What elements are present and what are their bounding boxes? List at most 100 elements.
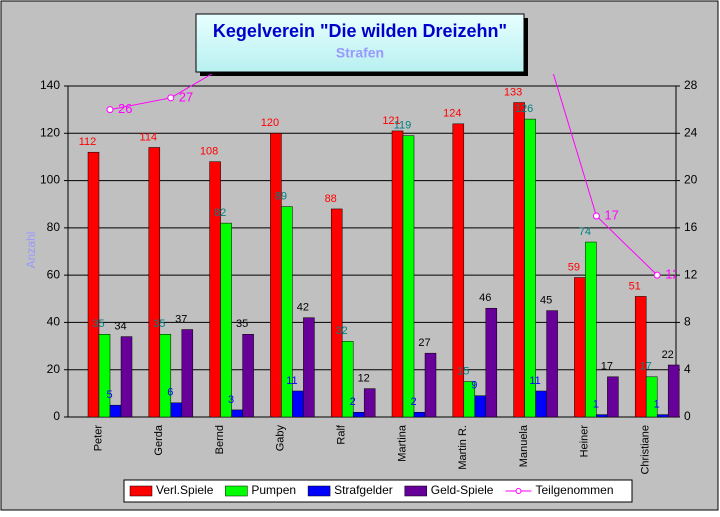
data-label: 59 (568, 261, 580, 273)
data-label: 1 (593, 399, 599, 411)
x-tick-label: Peter (92, 425, 104, 452)
bar (231, 409, 243, 418)
bar (292, 390, 304, 418)
bar (513, 102, 525, 418)
legend (123, 479, 633, 503)
x-tick-label: Martin R. (457, 425, 469, 470)
data-label: 2 (410, 396, 416, 408)
y-tick-label: 40 (47, 315, 61, 329)
data-label: 5 (106, 389, 112, 401)
chart-subtitle: Strafen (336, 45, 384, 61)
legend-label: Teilgenommen (535, 483, 613, 497)
data-label: 17 (640, 361, 652, 373)
line (109, 74, 658, 276)
y2-tick-label: 4 (684, 362, 691, 376)
data-label: 34 (114, 321, 126, 333)
legend-label: Strafgelder (334, 483, 393, 497)
legend-symbol (225, 485, 248, 497)
legend-label: Pumpen (251, 483, 296, 497)
bar (634, 296, 647, 418)
bar (87, 151, 100, 418)
bar (181, 329, 194, 418)
y-tick-label: 80 (47, 220, 61, 234)
legend-label: Verl.Spiele (156, 483, 214, 497)
line-layer: 26273032303233341712 (106, 74, 679, 282)
bar (391, 130, 404, 418)
y2-tick-label: 24 (684, 125, 698, 139)
x-tick-label: Gaby (275, 425, 287, 452)
data-label: 120 (261, 117, 279, 129)
bar (352, 412, 365, 418)
bar (452, 123, 465, 418)
y-tick-label: 20 (47, 362, 61, 376)
data-label: 74 (579, 226, 591, 238)
y2-tick-label: 8 (684, 315, 691, 329)
data-label: 17 (601, 361, 613, 373)
bar (546, 310, 558, 418)
line-point (653, 271, 661, 279)
data-label: 9 (471, 380, 477, 392)
data-label: 35 (153, 318, 165, 330)
chart-title: Kegelverein "Die wilden Dreizehn" (213, 21, 507, 41)
data-label: 37 (175, 313, 187, 325)
x-tick-label: Manuela (518, 424, 530, 467)
data-label: 119 (394, 120, 412, 132)
x-tick-label: Martina (396, 424, 408, 462)
bar (98, 334, 111, 418)
bar (220, 222, 232, 418)
bar (574, 277, 586, 418)
bar (170, 402, 183, 418)
data-label: 32 (336, 325, 348, 337)
data-label: 121 (382, 115, 400, 127)
data-label: 42 (297, 302, 309, 314)
bar (242, 334, 254, 418)
bar (596, 414, 608, 418)
bar (535, 390, 547, 418)
bar (270, 133, 282, 418)
bar (281, 206, 293, 418)
y-tick-label: 120 (40, 125, 60, 139)
data-label: 6 (167, 387, 173, 399)
data-label: 35 (236, 318, 248, 330)
data-label: 12 (665, 267, 679, 282)
legend-symbol (515, 488, 522, 494)
x-tick-label: Bernd (214, 425, 226, 454)
bar (148, 147, 161, 418)
bar (485, 307, 498, 418)
y2-tick-label: 0 (684, 409, 691, 423)
y2-tick-label: 28 (684, 78, 698, 92)
data-label: 51 (629, 280, 641, 292)
bar (330, 208, 343, 418)
bar (656, 414, 669, 418)
x-tick-label: Heiner (579, 425, 591, 458)
y-tick-label: 60 (47, 267, 61, 281)
bar (120, 336, 133, 418)
data-label: 126 (515, 103, 533, 115)
bar (667, 364, 680, 418)
data-label: 133 (504, 86, 522, 98)
legend-label: Geld-Spiele (431, 483, 494, 497)
x-tick-label: Gerda (153, 424, 165, 455)
bar (341, 341, 354, 418)
data-label: 3 (228, 394, 234, 406)
bar (402, 135, 415, 418)
line-point (592, 212, 600, 220)
bar (413, 412, 426, 418)
data-label: 45 (540, 295, 552, 307)
data-label: 22 (662, 349, 674, 361)
line-point (106, 106, 114, 114)
bar (524, 118, 536, 418)
bar (363, 388, 376, 418)
data-label: 82 (214, 207, 226, 219)
y2-tick-label: 20 (684, 173, 698, 187)
data-label: 112 (79, 136, 97, 148)
data-label: 88 (325, 193, 337, 205)
y2-tick-label: 16 (684, 220, 698, 234)
data-label: 35 (92, 318, 104, 330)
y-tick-label: 100 (40, 173, 60, 187)
data-label: 17 (604, 207, 618, 222)
data-label: 114 (140, 131, 158, 143)
data-label: 27 (179, 89, 193, 104)
legend-symbol (307, 485, 331, 497)
